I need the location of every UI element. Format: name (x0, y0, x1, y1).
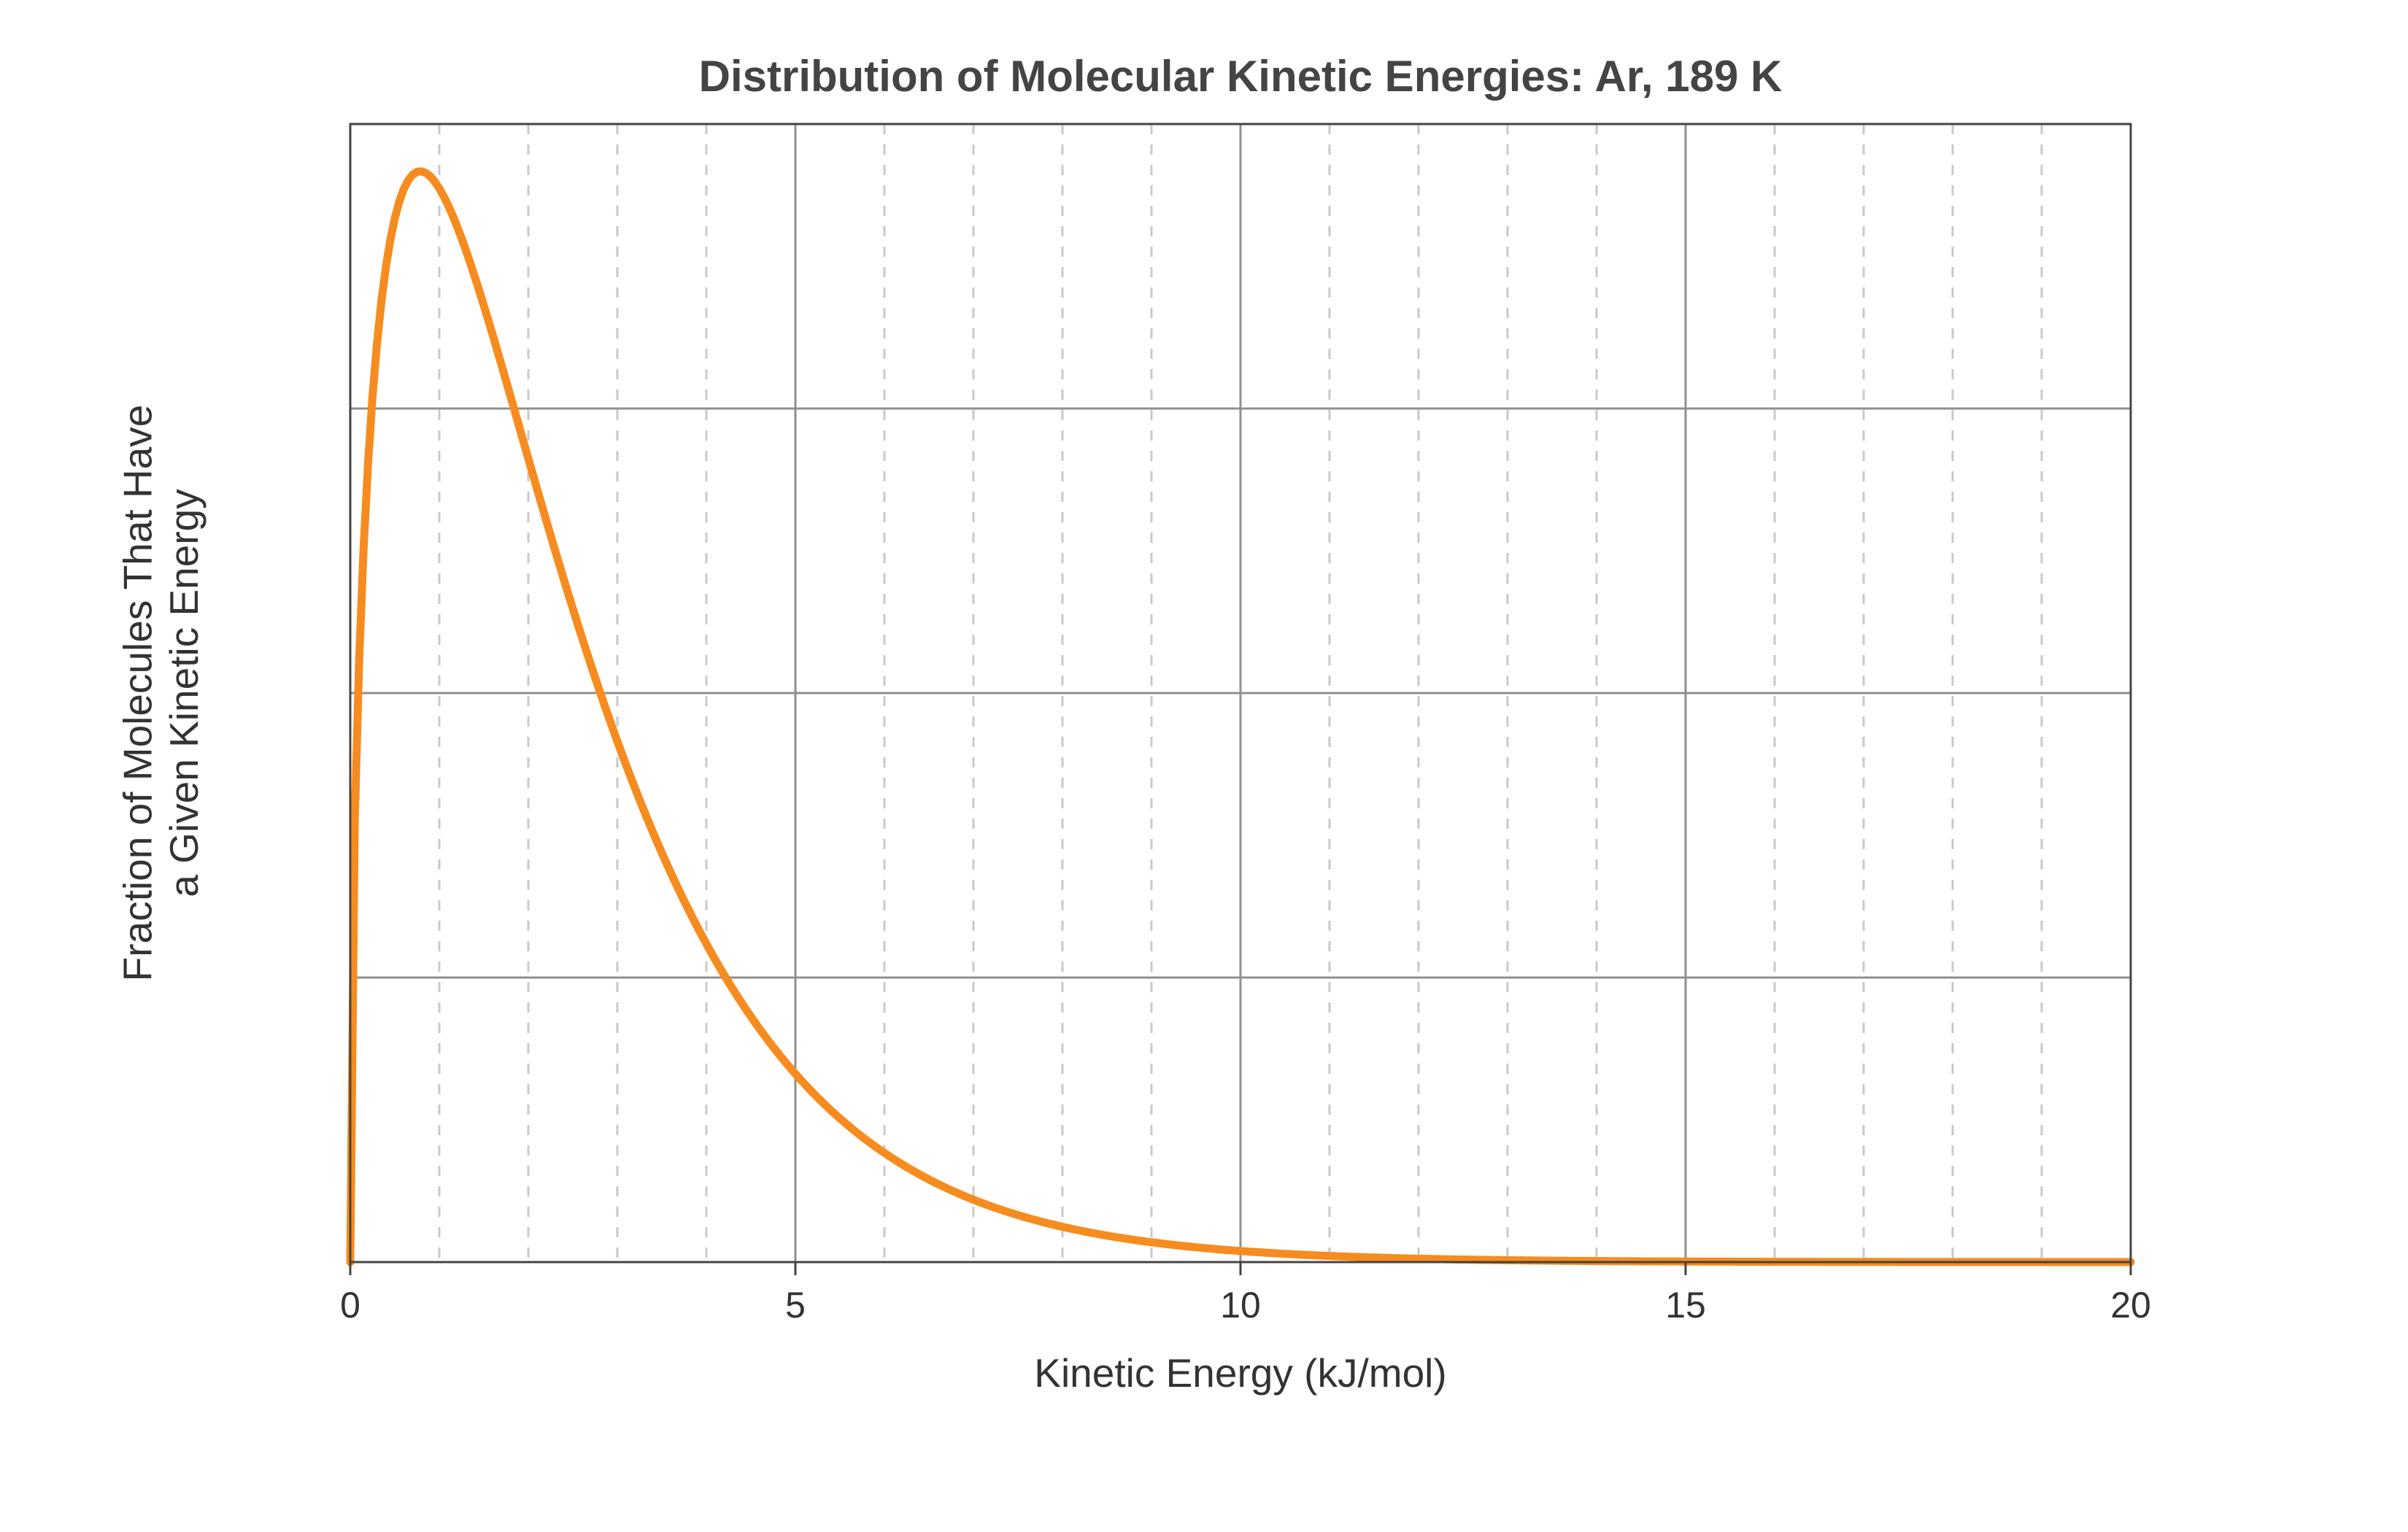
x-tick-label: 15 (1665, 1285, 1706, 1326)
x-axis-label: Kinetic Energy (kJ/mol) (1034, 1350, 1446, 1396)
svg-text:Fraction of Molecules That Hav: Fraction of Molecules That Have (115, 405, 161, 982)
chart-title: Distribution of Molecular Kinetic Energi… (699, 52, 1783, 101)
x-tick-label: 10 (1220, 1285, 1261, 1326)
x-tick-label: 5 (785, 1285, 806, 1326)
x-tick-label: 20 (2110, 1285, 2151, 1326)
chart-container: 0 5 10 15 20 Kinetic Energy (kJ/mol) Fraction … (0, 0, 2408, 1532)
chart-svg: 0 5 10 15 20 Kinetic Energy (kJ/mol) Fraction … (0, 0, 2408, 1532)
y-axis-label: Fraction of Molecules That Havea Given K… (115, 405, 207, 982)
x-tick-label: 0 (340, 1285, 360, 1326)
svg-text:a Given Kinetic Energy: a Given Kinetic Energy (161, 489, 207, 897)
